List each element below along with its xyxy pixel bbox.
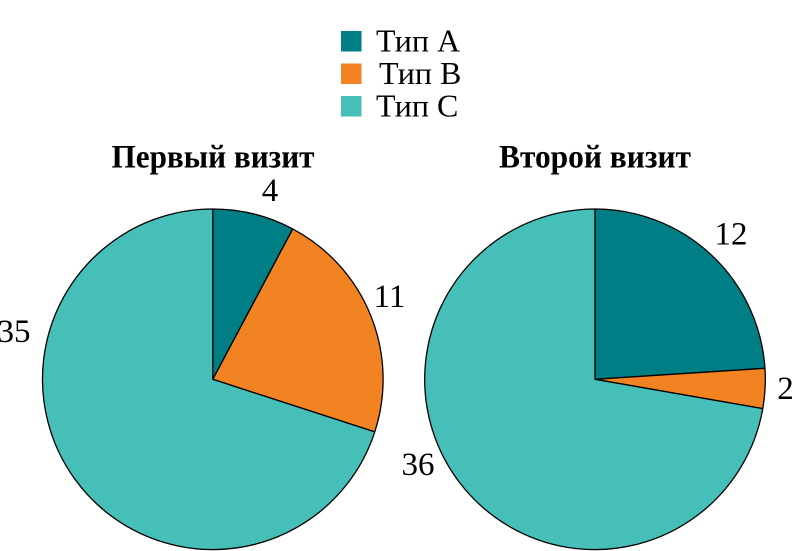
svg-text:Первый визит: Первый визит — [112, 140, 315, 176]
svg-text:11: 11 — [374, 279, 406, 315]
svg-text:Тип B: Тип B — [379, 55, 461, 91]
svg-text:12: 12 — [715, 217, 748, 253]
svg-text:2: 2 — [777, 371, 794, 407]
svg-text:Тип C: Тип C — [376, 88, 458, 124]
svg-text:35: 35 — [0, 314, 31, 350]
svg-text:Второй визит: Второй визит — [499, 140, 691, 176]
svg-text:36: 36 — [402, 447, 435, 483]
svg-text:4: 4 — [262, 173, 279, 209]
svg-text:Тип A: Тип A — [376, 23, 460, 59]
